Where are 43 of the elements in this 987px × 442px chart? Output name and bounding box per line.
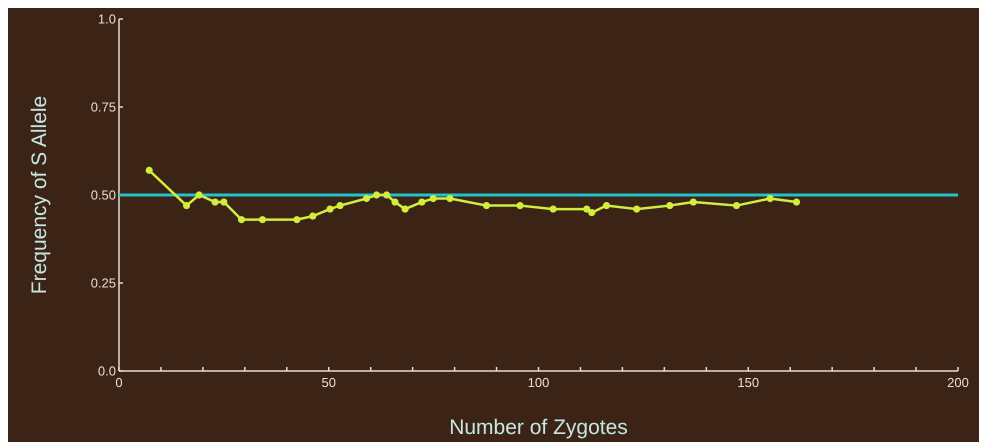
x-tick-label: 0 (115, 375, 123, 390)
y-tick-label: 0.50 (90, 188, 116, 203)
x-tick-label: 50 (322, 375, 336, 390)
point (293, 216, 300, 224)
point (732, 202, 740, 210)
point (792, 198, 800, 206)
x-tick-label: 150 (737, 375, 760, 390)
point (212, 198, 219, 206)
point (430, 194, 437, 202)
point (373, 191, 380, 199)
point (220, 198, 228, 206)
point (690, 198, 697, 206)
point (196, 191, 203, 199)
y-tick-label: 1.0 (98, 12, 116, 27)
point (146, 166, 153, 174)
point (402, 206, 409, 213)
point (588, 209, 596, 216)
y-tick-label: 0.75 (90, 100, 116, 115)
point (391, 198, 399, 206)
point (336, 202, 344, 210)
point (516, 202, 524, 210)
y-tick-label: 0.25 (90, 276, 116, 291)
point (238, 216, 246, 224)
point (326, 206, 334, 213)
point (633, 206, 640, 213)
y-axis-title: Frequency of S Allele (28, 96, 51, 294)
point (482, 202, 490, 210)
point (666, 202, 674, 210)
point (418, 198, 426, 206)
point (583, 206, 590, 213)
point (446, 194, 454, 202)
point (550, 206, 557, 213)
y-tick-label: 0.0 (98, 364, 116, 379)
point (258, 216, 266, 224)
point (383, 191, 390, 199)
point (182, 202, 190, 210)
x-tick-label: 100 (528, 375, 550, 390)
point (309, 212, 316, 220)
x-axis-title: Number of Zygotes (449, 416, 628, 439)
point (362, 194, 370, 202)
x-tick-label: 200 (947, 375, 969, 390)
point (766, 194, 774, 202)
point (602, 202, 610, 210)
